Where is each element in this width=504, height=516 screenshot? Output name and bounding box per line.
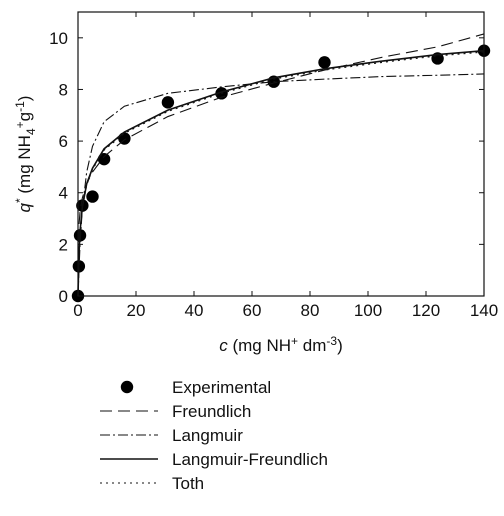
data-point (97, 152, 111, 166)
axes: 0 20 40 60 80 100 120 140 0 2 4 6 8 10 (49, 11, 498, 320)
series-line-freundlich (77, 33, 485, 297)
data-point (318, 56, 331, 69)
legend: Experimental Freundlich Langmuir Langmuir-F… (100, 378, 328, 493)
plot-frame (77, 11, 485, 297)
legend-label: Experimental (172, 378, 271, 397)
legend-item: Freundlich (100, 402, 251, 421)
data-point (161, 96, 175, 109)
legend-label: Langmuir (172, 426, 243, 445)
legend-marker (120, 380, 134, 394)
x-tick-label: 80 (301, 301, 320, 320)
y-tick-label: 4 (59, 184, 68, 203)
y-tick-label: 6 (59, 132, 68, 151)
legend-item: Langmuir (100, 426, 243, 445)
legend-item: Toth (100, 474, 204, 493)
x-tick-label: 20 (127, 301, 146, 320)
y-axis-label: q* (mg NH4+g-1) (13, 96, 38, 213)
x-tick-label: 40 (185, 301, 204, 320)
series-line-toth (77, 51, 485, 297)
plot-area (71, 33, 491, 303)
x-tick-label: 0 (73, 301, 82, 320)
x-tick-label: 100 (354, 301, 382, 320)
x-tick-label: 120 (412, 301, 440, 320)
x-axis-label: c (mg NH+ dm-3) (219, 334, 342, 355)
y-tick-label: 8 (59, 80, 68, 99)
y-tick-label: 10 (49, 29, 68, 48)
series-line-langmuir (77, 73, 485, 297)
x-tick-label: 60 (243, 301, 262, 320)
data-point (86, 190, 99, 203)
legend-label: Toth (172, 474, 204, 493)
legend-item: Langmuir-Freundlich (100, 450, 328, 469)
y-tick-label: 0 (59, 287, 68, 306)
y-tick-label: 2 (59, 235, 68, 254)
x-tick-label: 140 (470, 301, 498, 320)
legend-item: Experimental (120, 378, 271, 397)
legend-label: Langmuir-Freundlich (172, 450, 328, 469)
series-line-langmuir-freundlich (77, 49, 485, 297)
legend-label: Freundlich (172, 402, 251, 421)
